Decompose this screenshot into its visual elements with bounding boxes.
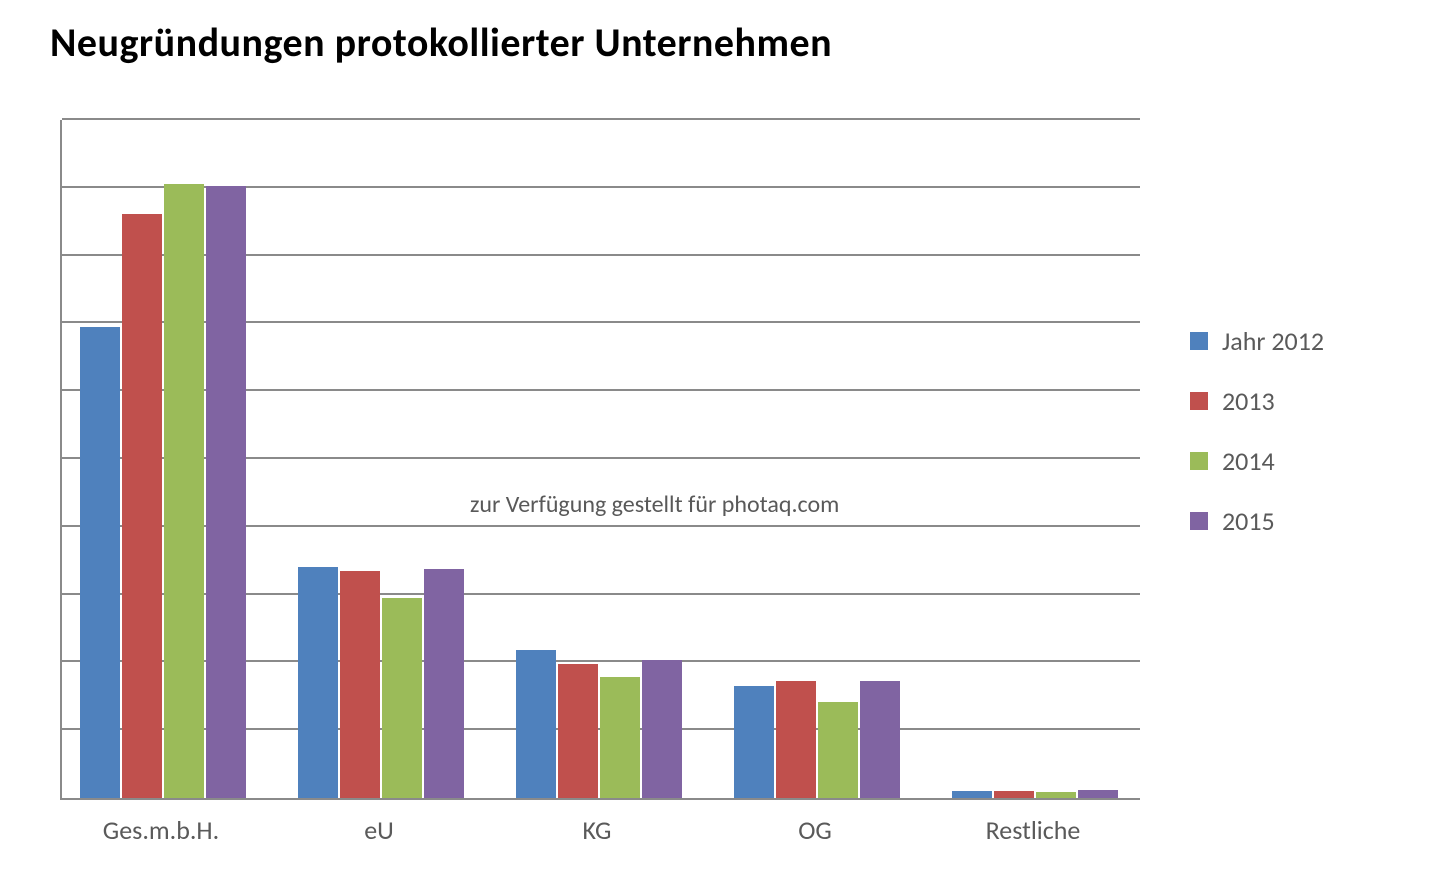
legend-label: Jahr 2012 [1222, 325, 1324, 357]
legend-swatch [1190, 332, 1208, 350]
bar [206, 186, 246, 798]
chart-title: Neugründungen protokollierter Unternehme… [50, 18, 832, 67]
legend-swatch [1190, 392, 1208, 410]
bar [952, 791, 992, 798]
bar [1036, 792, 1076, 798]
bar [860, 681, 900, 798]
x-axis-label: eU [364, 814, 394, 846]
x-axis-label: KG [583, 814, 612, 846]
bar [382, 598, 422, 798]
bar [164, 184, 204, 798]
legend-item: 2014 [1190, 445, 1420, 477]
legend-item: 2013 [1190, 385, 1420, 417]
x-axis-label: OG [798, 814, 832, 846]
x-axis-label: Restliche [986, 814, 1081, 846]
bar [558, 664, 598, 798]
bar [994, 791, 1034, 798]
gridline [62, 118, 1140, 120]
x-axis-label: Ges.m.b.H. [103, 814, 219, 846]
bar [600, 677, 640, 798]
bar [776, 681, 816, 798]
x-axis-labels: Ges.m.b.H. eU KG OG Restliche [60, 804, 1140, 864]
bar [80, 327, 120, 798]
bar [516, 650, 556, 798]
legend-item: Jahr 2012 [1190, 325, 1420, 357]
bar [122, 214, 162, 798]
bar [340, 571, 380, 798]
bar [424, 569, 464, 798]
legend-label: 2015 [1222, 505, 1275, 537]
bar [1078, 790, 1118, 798]
bar [818, 702, 858, 798]
legend-label: 2014 [1222, 445, 1275, 477]
legend-label: 2013 [1222, 385, 1275, 417]
legend-swatch [1190, 452, 1208, 470]
legend-swatch [1190, 512, 1208, 530]
legend-item: 2015 [1190, 505, 1420, 537]
bar [734, 686, 774, 798]
plot-area [60, 120, 1140, 800]
chart-container: Neugründungen protokollierter Unternehme… [0, 0, 1440, 892]
legend: Jahr 2012 2013 2014 2015 [1190, 325, 1420, 565]
bar [298, 567, 338, 798]
bar [642, 660, 682, 798]
